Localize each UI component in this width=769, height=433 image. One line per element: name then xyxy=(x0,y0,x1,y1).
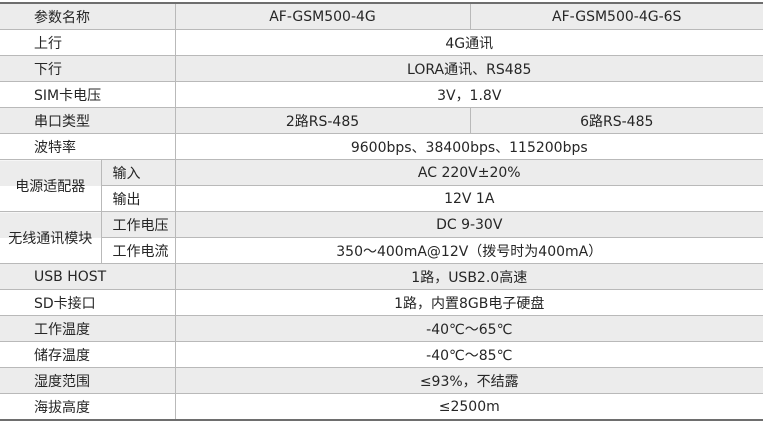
wireless-current-value: 350～400mA@12V（拨号时为400mA） xyxy=(174,237,763,264)
power-adapter-input-value: AC 220V±20% xyxy=(174,159,763,186)
power-adapter-group-label: 电源适配器 xyxy=(0,159,101,212)
usb-host-label: USB HOST xyxy=(0,263,175,290)
serial-type-value-model-b: 6路RS-485 xyxy=(469,107,763,134)
product-spec-table: 参数名称 AF-GSM500-4G AF-GSM500-4G-6S 上行 4G通… xyxy=(0,2,763,421)
row-param-name: 参数名称 AF-GSM500-4G AF-GSM500-4G-6S xyxy=(0,2,763,30)
humidity-label: 湿度范围 xyxy=(0,367,175,394)
row-serial-type: 串口类型 2路RS-485 6路RS-485 xyxy=(0,107,763,134)
wireless-voltage-label: 工作电压 xyxy=(100,211,175,238)
row-sd-card: SD卡接口 1路，内置8GB电子硬盘 xyxy=(0,289,763,316)
operating-temp-value: -40℃～65℃ xyxy=(174,315,763,342)
row-wireless-current: 工作电流 350～400mA@12V（拨号时为400mA） xyxy=(0,237,763,264)
sim-voltage-value: 3V，1.8V xyxy=(174,81,763,108)
downlink-label: 下行 xyxy=(0,55,175,82)
row-operating-temp: 工作温度 -40℃～65℃ xyxy=(0,315,763,342)
row-altitude: 海拔高度 ≤2500m xyxy=(0,393,763,420)
wireless-voltage-value: DC 9-30V xyxy=(174,211,763,238)
humidity-value: ≤93%，不结露 xyxy=(174,367,763,394)
storage-temp-label: 储存温度 xyxy=(0,341,175,368)
model-a-header: AF-GSM500-4G xyxy=(174,2,470,30)
storage-temp-value: -40℃～85℃ xyxy=(174,341,763,368)
row-power-adapter-output: 输出 12V 1A xyxy=(0,185,763,212)
uplink-label: 上行 xyxy=(0,29,175,56)
power-adapter-output-value: 12V 1A xyxy=(174,185,763,212)
wireless-module-group-label: 无线通讯模块 xyxy=(0,211,101,264)
row-wireless-voltage: 无线通讯模块 工作电压 DC 9-30V xyxy=(0,211,763,264)
sd-card-value: 1路，内置8GB电子硬盘 xyxy=(174,289,763,316)
sim-voltage-label: SIM卡电压 xyxy=(0,81,175,108)
wireless-current-label: 工作电流 xyxy=(100,237,175,264)
row-humidity: 湿度范围 ≤93%，不结露 xyxy=(0,367,763,394)
sd-card-label: SD卡接口 xyxy=(0,289,175,316)
model-b-header: AF-GSM500-4G-6S xyxy=(469,2,763,30)
baud-rate-label: 波特率 xyxy=(0,133,175,160)
row-downlink: 下行 LORA通讯、RS485 xyxy=(0,55,763,82)
power-adapter-input-label: 输入 xyxy=(100,159,175,186)
power-adapter-output-label: 输出 xyxy=(100,185,175,212)
row-uplink: 上行 4G通讯 xyxy=(0,29,763,56)
row-storage-temp: 储存温度 -40℃～85℃ xyxy=(0,341,763,368)
altitude-label: 海拔高度 xyxy=(0,393,175,420)
param-name-header: 参数名称 xyxy=(0,2,175,30)
baud-rate-value: 9600bps、38400bps、115200bps xyxy=(174,133,763,160)
uplink-value: 4G通讯 xyxy=(174,29,763,56)
row-baud-rate: 波特率 9600bps、38400bps、115200bps xyxy=(0,133,763,160)
row-usb-host: USB HOST 1路，USB2.0高速 xyxy=(0,263,763,290)
altitude-value: ≤2500m xyxy=(174,393,763,420)
row-power-adapter-input: 电源适配器 输入 AC 220V±20% xyxy=(0,159,763,212)
serial-type-value-model-a: 2路RS-485 xyxy=(174,107,470,134)
usb-host-value: 1路，USB2.0高速 xyxy=(174,263,763,290)
serial-type-label: 串口类型 xyxy=(0,107,175,134)
downlink-value: LORA通讯、RS485 xyxy=(174,55,763,82)
operating-temp-label: 工作温度 xyxy=(0,315,175,342)
row-sim-voltage: SIM卡电压 3V，1.8V xyxy=(0,81,763,108)
